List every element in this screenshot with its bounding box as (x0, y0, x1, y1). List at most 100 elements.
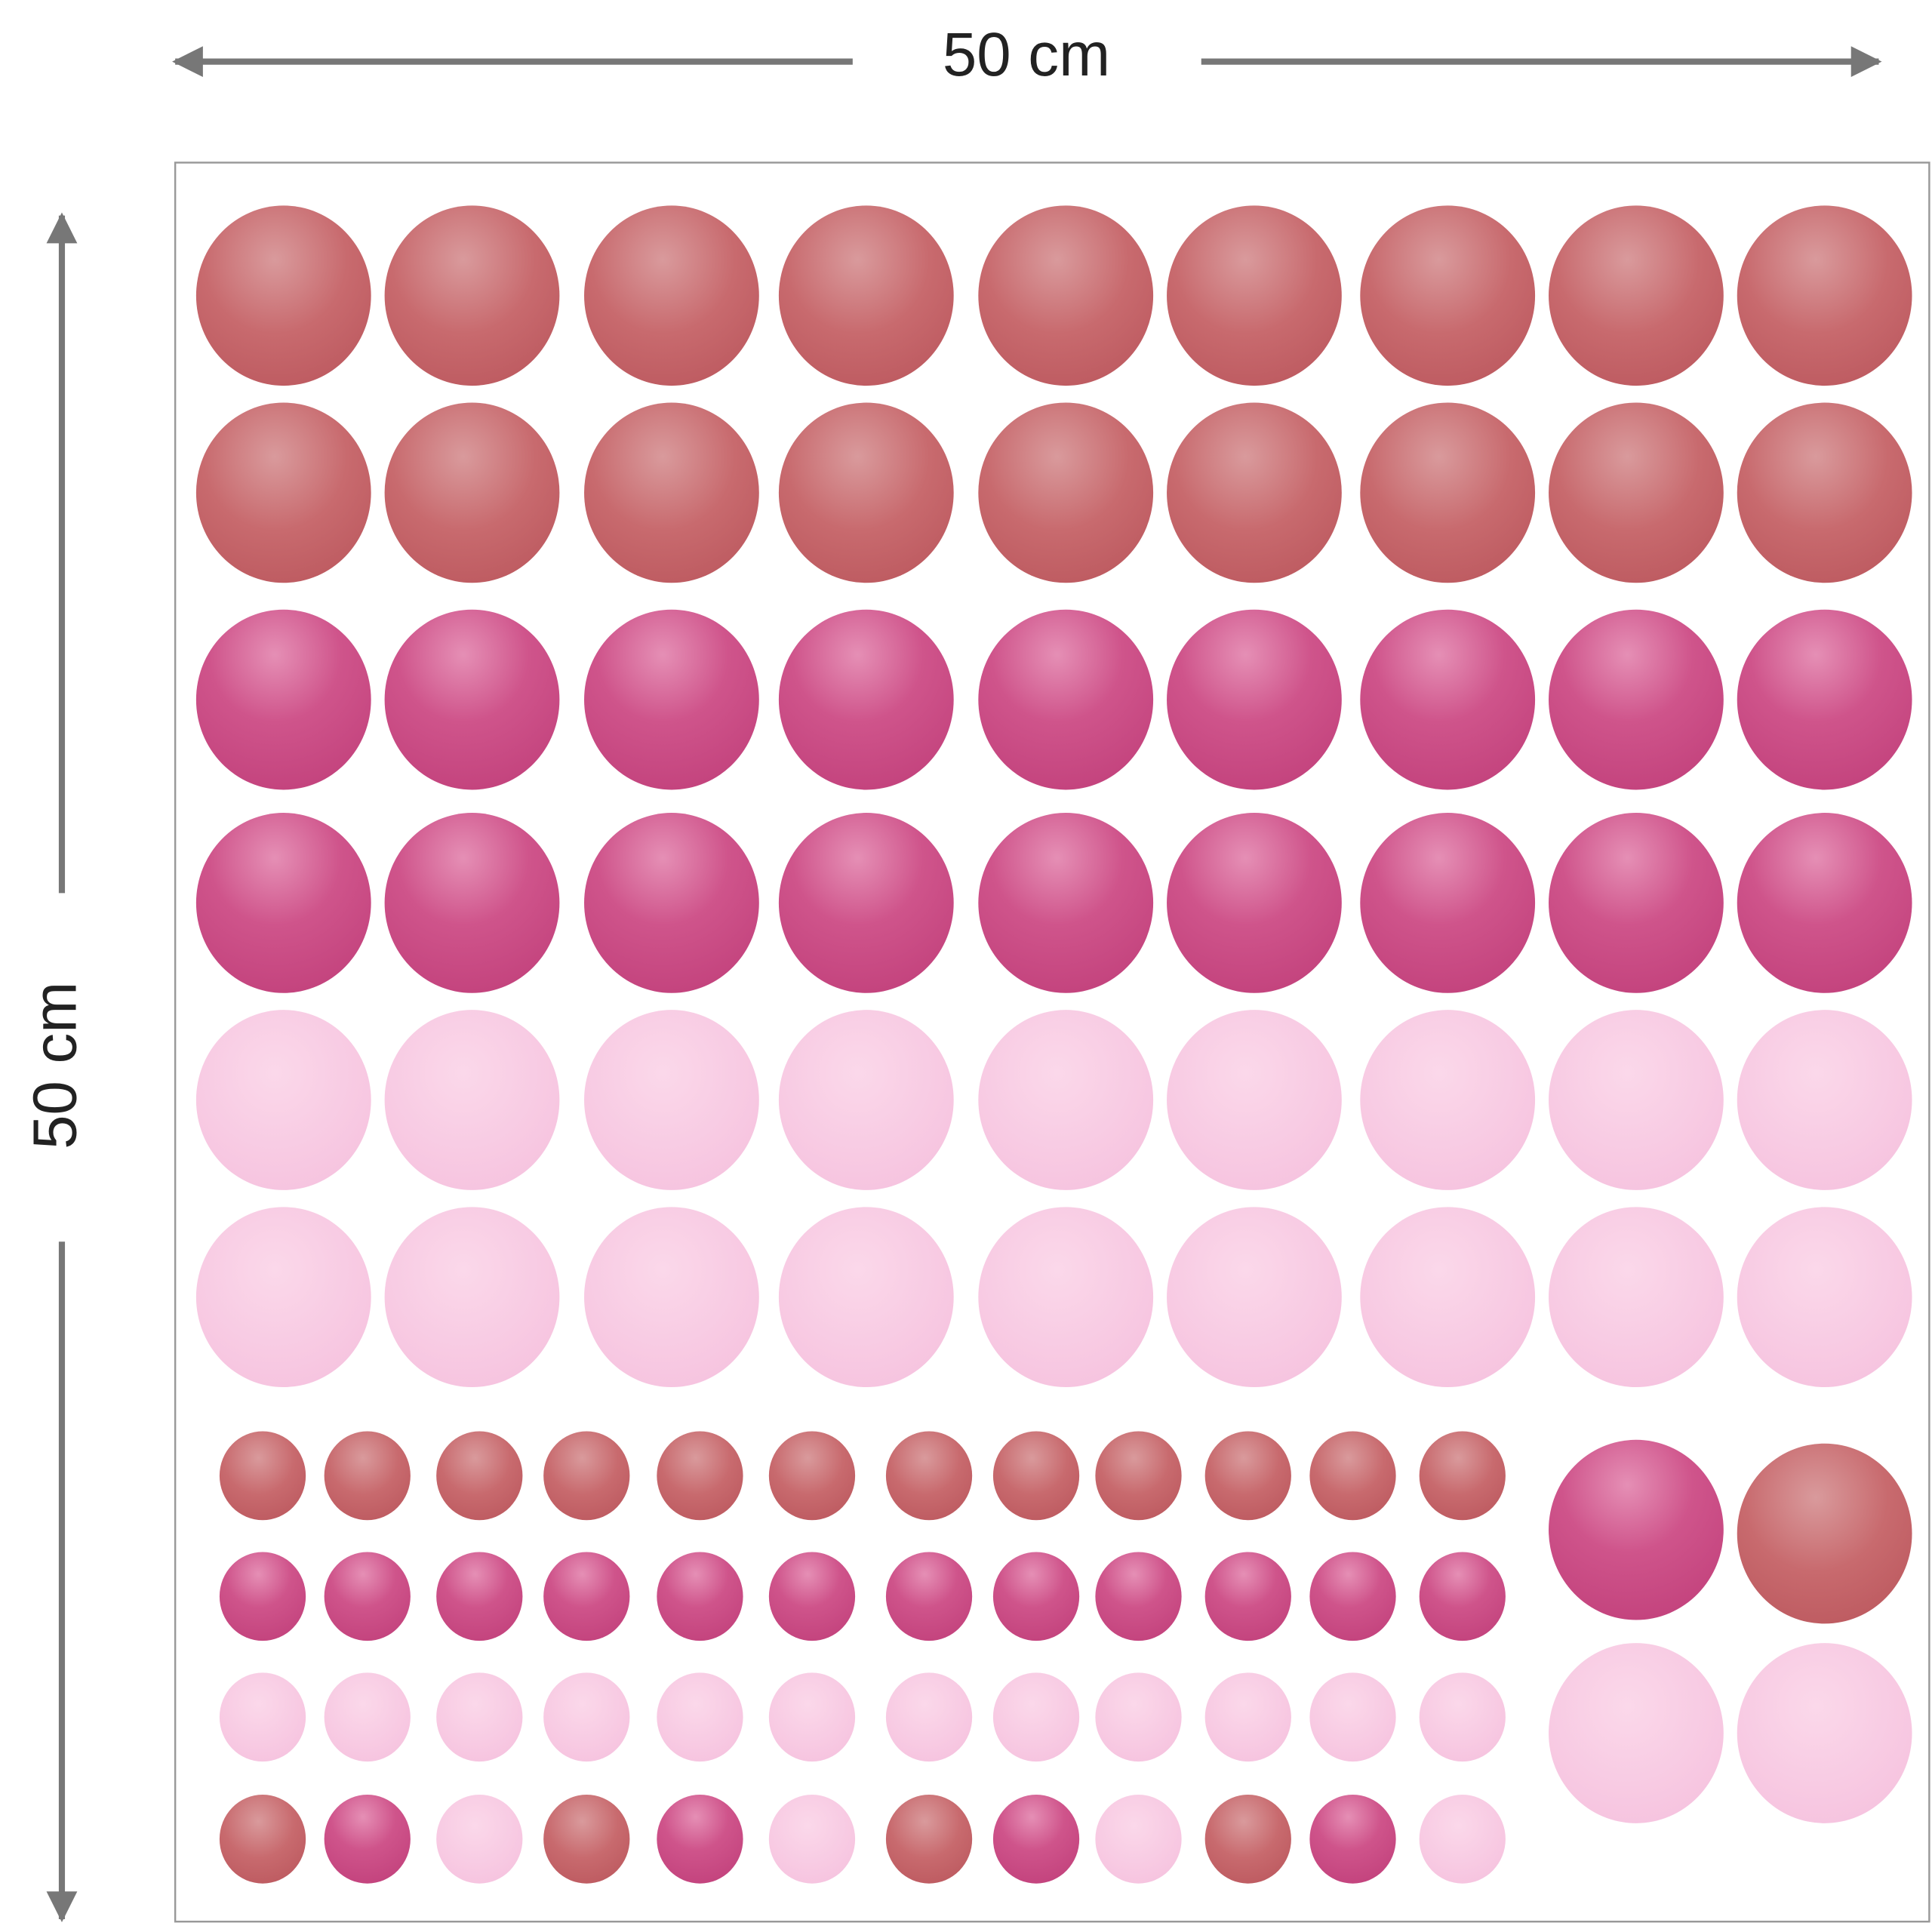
sticker-dot (885, 1795, 973, 1884)
sticker-dot (384, 1207, 560, 1388)
width-label: 50 cm (943, 20, 1110, 89)
sticker-dot (1549, 609, 1724, 790)
sticker-dot (1549, 1207, 1724, 1388)
sticker-dot (1737, 1010, 1912, 1190)
sticker-dot (195, 205, 371, 386)
sticker-dot (436, 1431, 523, 1521)
sticker-dot (1095, 1672, 1182, 1762)
sticker-dot (436, 1795, 523, 1884)
sticker-dot (1737, 205, 1912, 386)
sticker-dot (384, 402, 560, 583)
sticker-dot (384, 1010, 560, 1190)
sticker-dot (778, 813, 954, 993)
sticker-dot (778, 1010, 954, 1190)
sticker-dot (543, 1552, 630, 1641)
sticker-dot (543, 1672, 630, 1762)
sticker-dot (657, 1795, 743, 1884)
sticker-dot (1737, 609, 1912, 790)
sticker-dot (1549, 1439, 1724, 1620)
sticker-dot (778, 1207, 954, 1388)
sticker-dot (978, 813, 1154, 993)
sticker-dot (657, 1431, 743, 1521)
sticker-dot (1549, 813, 1724, 993)
sticker-dot (436, 1672, 523, 1762)
sticker-dot (219, 1672, 306, 1762)
sticker-dot (584, 402, 759, 583)
sticker-dot (1204, 1672, 1291, 1762)
sticker-dot (1549, 1643, 1724, 1823)
sticker-dot (1419, 1795, 1506, 1884)
sticker-dot (978, 609, 1154, 790)
sticker-dot (1167, 813, 1342, 993)
sticker-dot (219, 1431, 306, 1521)
sticker-dot (1549, 205, 1724, 386)
sticker-dot (1419, 1672, 1506, 1762)
sticker-dot (778, 205, 954, 386)
sticker-dot (195, 1207, 371, 1388)
sticker-dot (1167, 1207, 1342, 1388)
sticker-dot (885, 1552, 973, 1641)
sticker-dot (778, 609, 954, 790)
sticker-dot (195, 609, 371, 790)
sticker-dot (885, 1672, 973, 1762)
sticker-dot (324, 1672, 411, 1762)
sticker-dot (992, 1795, 1080, 1884)
sticker-dot (1167, 402, 1342, 583)
sticker-dot (219, 1795, 306, 1884)
height-label: 50 cm (20, 982, 89, 1149)
sticker-dot (1204, 1795, 1291, 1884)
sticker-dot (1095, 1795, 1182, 1884)
sticker-dot (219, 1552, 306, 1641)
sticker-dot (1360, 609, 1536, 790)
sticker-dot (436, 1552, 523, 1641)
sticker-dot (657, 1552, 743, 1641)
sticker-dot (1309, 1795, 1396, 1884)
sticker-dot (978, 1010, 1154, 1190)
sticker-dot (384, 205, 560, 386)
sticker-dot (1549, 1010, 1724, 1190)
sticker-dot (195, 813, 371, 993)
sticker-dot (1309, 1672, 1396, 1762)
sticker-dot (1309, 1552, 1396, 1641)
sticker-dot (584, 813, 759, 993)
sticker-dot (1419, 1552, 1506, 1641)
sticker-dot (1360, 205, 1536, 386)
sticker-dot (978, 205, 1154, 386)
sticker-dot (778, 402, 954, 583)
sticker-dot (584, 609, 759, 790)
sticker-dot (978, 1207, 1154, 1388)
sticker-dot (1360, 1010, 1536, 1190)
sticker-dot (584, 1207, 759, 1388)
sticker-dot (324, 1795, 411, 1884)
sticker-dot (1095, 1552, 1182, 1641)
sticker-dot (992, 1552, 1080, 1641)
sticker-dot (992, 1672, 1080, 1762)
sticker-dot (324, 1552, 411, 1641)
sticker-dot (1549, 402, 1724, 583)
sticker-dot (384, 813, 560, 993)
sticker-dot (543, 1795, 630, 1884)
sticker-dot (1360, 402, 1536, 583)
sticker-dot (1095, 1431, 1182, 1521)
sticker-dot (768, 1431, 856, 1521)
sticker-dot (584, 1010, 759, 1190)
sticker-dot (1204, 1431, 1291, 1521)
sticker-dot (992, 1431, 1080, 1521)
sticker-dot (768, 1552, 856, 1641)
sticker-dot (543, 1431, 630, 1521)
sticker-dot (584, 205, 759, 386)
sticker-dot (768, 1795, 856, 1884)
sticker-dot (1309, 1431, 1396, 1521)
sticker-dot (1360, 1207, 1536, 1388)
dots (195, 205, 1912, 1884)
sticker-dot (1419, 1431, 1506, 1521)
sticker-dot (885, 1431, 973, 1521)
sticker-dot (324, 1431, 411, 1521)
sticker-dot (657, 1672, 743, 1762)
sticker-dot (1737, 402, 1912, 583)
sticker-dot (1360, 813, 1536, 993)
sticker-dot (195, 402, 371, 583)
sticker-dot (768, 1672, 856, 1762)
